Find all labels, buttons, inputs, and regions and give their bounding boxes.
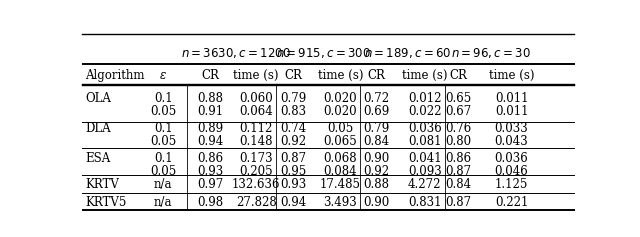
Text: 0.93: 0.93 xyxy=(280,178,307,191)
Text: $n = 915, c = 300$: $n = 915, c = 300$ xyxy=(276,46,371,60)
Text: 0.068: 0.068 xyxy=(324,152,357,165)
Text: 0.065: 0.065 xyxy=(324,135,357,148)
Text: 0.93: 0.93 xyxy=(197,165,223,178)
Text: 0.69: 0.69 xyxy=(364,105,390,118)
Text: 0.67: 0.67 xyxy=(445,105,471,118)
Text: time (s): time (s) xyxy=(317,69,363,82)
Text: 0.05: 0.05 xyxy=(327,122,353,135)
Text: ESA: ESA xyxy=(85,152,110,165)
Text: 0.97: 0.97 xyxy=(197,178,223,191)
Text: 0.89: 0.89 xyxy=(197,122,223,135)
Text: 0.1: 0.1 xyxy=(154,152,173,165)
Text: $n = 96, c = 30$: $n = 96, c = 30$ xyxy=(451,46,531,60)
Text: 0.205: 0.205 xyxy=(239,165,273,178)
Text: n/a: n/a xyxy=(154,178,173,191)
Text: 0.92: 0.92 xyxy=(364,165,390,178)
Text: DLA: DLA xyxy=(85,122,111,135)
Text: 0.90: 0.90 xyxy=(364,196,390,209)
Text: 0.020: 0.020 xyxy=(324,105,357,118)
Text: 0.98: 0.98 xyxy=(197,196,223,209)
Text: 0.86: 0.86 xyxy=(445,152,471,165)
Text: 0.84: 0.84 xyxy=(445,178,471,191)
Text: 0.831: 0.831 xyxy=(408,196,442,209)
Text: OLA: OLA xyxy=(85,92,111,105)
Text: 0.093: 0.093 xyxy=(408,165,442,178)
Text: 0.87: 0.87 xyxy=(280,152,307,165)
Text: 0.91: 0.91 xyxy=(197,105,223,118)
Text: 0.87: 0.87 xyxy=(445,196,471,209)
Text: 0.92: 0.92 xyxy=(280,135,307,148)
Text: 0.041: 0.041 xyxy=(408,152,442,165)
Text: 0.79: 0.79 xyxy=(280,92,307,105)
Text: CR: CR xyxy=(449,69,467,82)
Text: KRTV: KRTV xyxy=(85,178,119,191)
Text: 0.011: 0.011 xyxy=(495,105,528,118)
Text: 0.1: 0.1 xyxy=(154,122,173,135)
Text: 17.485: 17.485 xyxy=(320,178,361,191)
Text: n/a: n/a xyxy=(154,196,173,209)
Text: 0.80: 0.80 xyxy=(445,135,471,148)
Text: 0.033: 0.033 xyxy=(495,122,529,135)
Text: 0.94: 0.94 xyxy=(280,196,307,209)
Text: 0.148: 0.148 xyxy=(239,135,273,148)
Text: 0.88: 0.88 xyxy=(197,92,223,105)
Text: time (s): time (s) xyxy=(234,69,279,82)
Text: 0.046: 0.046 xyxy=(495,165,529,178)
Text: 0.95: 0.95 xyxy=(280,165,307,178)
Text: 132.636: 132.636 xyxy=(232,178,280,191)
Text: 0.084: 0.084 xyxy=(324,165,357,178)
Text: KRTV5: KRTV5 xyxy=(85,196,126,209)
Text: 0.064: 0.064 xyxy=(239,105,273,118)
Text: 0.84: 0.84 xyxy=(364,135,390,148)
Text: time (s): time (s) xyxy=(489,69,534,82)
Text: 0.65: 0.65 xyxy=(445,92,471,105)
Text: 0.74: 0.74 xyxy=(280,122,307,135)
Text: 0.112: 0.112 xyxy=(239,122,273,135)
Text: 0.88: 0.88 xyxy=(364,178,390,191)
Text: CR: CR xyxy=(367,69,385,82)
Text: Algorithm: Algorithm xyxy=(85,69,145,82)
Text: 1.125: 1.125 xyxy=(495,178,528,191)
Text: 0.79: 0.79 xyxy=(364,122,390,135)
Text: 0.036: 0.036 xyxy=(495,152,529,165)
Text: 0.221: 0.221 xyxy=(495,196,528,209)
Text: CR: CR xyxy=(284,69,302,82)
Text: 4.272: 4.272 xyxy=(408,178,442,191)
Text: 0.060: 0.060 xyxy=(239,92,273,105)
Text: time (s): time (s) xyxy=(402,69,447,82)
Text: 0.020: 0.020 xyxy=(324,92,357,105)
Text: 0.76: 0.76 xyxy=(445,122,471,135)
Text: 0.05: 0.05 xyxy=(150,135,177,148)
Text: 0.043: 0.043 xyxy=(495,135,529,148)
Text: 0.036: 0.036 xyxy=(408,122,442,135)
Text: 3.493: 3.493 xyxy=(324,196,357,209)
Text: 0.173: 0.173 xyxy=(239,152,273,165)
Text: 0.05: 0.05 xyxy=(150,165,177,178)
Text: CR: CR xyxy=(201,69,219,82)
Text: 0.081: 0.081 xyxy=(408,135,442,148)
Text: 0.94: 0.94 xyxy=(197,135,223,148)
Text: 0.05: 0.05 xyxy=(150,105,177,118)
Text: 27.828: 27.828 xyxy=(236,196,276,209)
Text: $n = 3630, c = 1200$: $n = 3630, c = 1200$ xyxy=(181,46,291,60)
Text: 0.011: 0.011 xyxy=(495,92,528,105)
Text: 0.1: 0.1 xyxy=(154,92,173,105)
Text: 0.87: 0.87 xyxy=(445,165,471,178)
Text: 0.012: 0.012 xyxy=(408,92,442,105)
Text: 0.83: 0.83 xyxy=(280,105,307,118)
Text: 0.72: 0.72 xyxy=(364,92,390,105)
Text: 0.022: 0.022 xyxy=(408,105,442,118)
Text: ε: ε xyxy=(160,69,166,82)
Text: 0.90: 0.90 xyxy=(364,152,390,165)
Text: 0.86: 0.86 xyxy=(197,152,223,165)
Text: $n = 189, c = 60$: $n = 189, c = 60$ xyxy=(364,46,451,60)
